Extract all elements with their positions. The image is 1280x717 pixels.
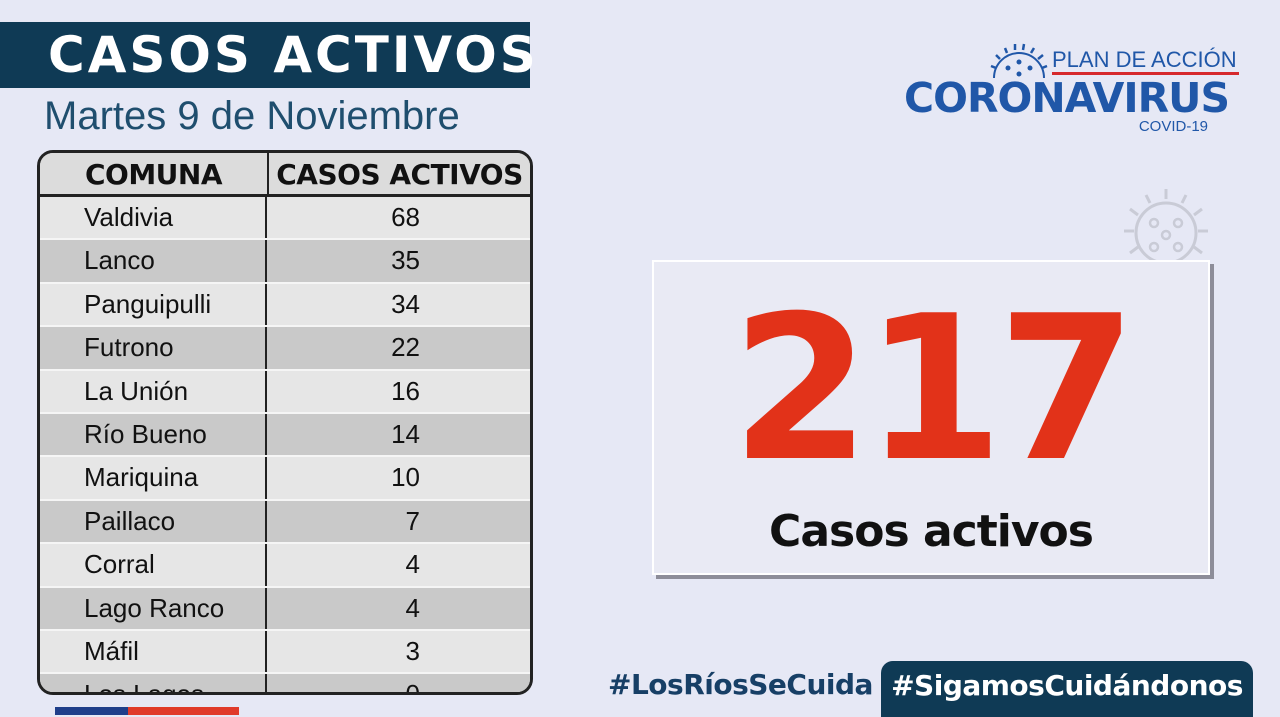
casos-cell: 10 [267, 457, 530, 499]
stripe-blue [55, 707, 128, 715]
table-row: Corral 4 [40, 542, 530, 586]
table-row: Los Lagos 0 [40, 672, 530, 692]
comuna-cell: Máfil [40, 630, 267, 673]
virus-watermark-icon [1124, 189, 1208, 263]
comuna-cell: Corral [40, 544, 267, 586]
table-row: La Unión 16 [40, 368, 530, 412]
comuna-cell: Lago Ranco [40, 587, 267, 629]
casos-cell: 7 [267, 500, 530, 543]
table-row: Valdivia 68 [40, 197, 530, 239]
casos-cell: 3 [267, 630, 530, 673]
comuna-cell: Futrono [40, 327, 267, 369]
table-row: Máfil 3 [40, 628, 530, 673]
comuna-cell: Valdivia [40, 197, 267, 239]
logo-plan-text: PLAN DE ACCIÓN [1052, 48, 1239, 75]
comuna-cell: Paillaco [40, 500, 267, 543]
stripe-red [128, 707, 239, 715]
total-cases-card: 217 Casos activos [652, 260, 1210, 575]
flag-stripes [55, 707, 239, 715]
table-header: COMUNA CASOS ACTIVOS [40, 153, 530, 197]
column-header-comuna: COMUNA [40, 153, 269, 194]
table-row: Lago Ranco 4 [40, 585, 530, 629]
date-subtitle: Martes 9 de Noviembre [44, 94, 460, 138]
logo-covid-text: COVID-19 [1138, 118, 1208, 135]
table-row: Mariquina 10 [40, 455, 530, 499]
hashtag-sigamos: #SigamosCuidándonos [881, 661, 1253, 717]
casos-cell: 0 [267, 674, 530, 692]
total-cases-label: Casos activos [769, 506, 1094, 557]
coronavirus-logo: PLAN DE ACCIÓN CORONAVIRUS COVID-19 [900, 38, 1239, 138]
casos-cell: 14 [267, 413, 530, 456]
comuna-cell: Panguipulli [40, 283, 267, 326]
casos-cell: 4 [267, 544, 530, 586]
cases-table: COMUNA CASOS ACTIVOS Valdivia 68 Lanco 35 Pa… [37, 150, 533, 695]
comuna-cell: La Unión [40, 370, 267, 412]
column-header-casos: CASOS ACTIVOS [276, 158, 523, 191]
table-body: Valdivia 68 Lanco 35 Panguipulli 34 Futrono 22 L… [40, 197, 530, 692]
total-cases-number: 217 [731, 273, 1136, 506]
casos-cell: 16 [267, 370, 530, 412]
virus-icon [990, 43, 1048, 79]
comuna-cell: Lanco [40, 240, 267, 282]
comuna-cell: Río Bueno [40, 413, 267, 456]
comuna-cell: Los Lagos [40, 674, 267, 692]
casos-cell: 4 [267, 587, 530, 629]
table-row: Panguipulli 34 [40, 281, 530, 326]
table-row: Paillaco 7 [40, 498, 530, 543]
table-row: Futrono 22 [40, 325, 530, 369]
comuna-cell: Mariquina [40, 457, 267, 499]
casos-cell: 22 [267, 327, 530, 369]
table-row: Lanco 35 [40, 238, 530, 282]
logo-coronavirus-text: CORONAVIRUS [904, 74, 1230, 122]
table-row: Río Bueno 14 [40, 411, 530, 456]
casos-cell: 68 [267, 197, 530, 239]
casos-cell: 34 [267, 283, 530, 326]
hashtag-los-rios: #LosRíosSeCuida [608, 668, 873, 701]
page-title: CASOS ACTIVOS [0, 22, 536, 88]
casos-cell: 35 [267, 240, 530, 282]
